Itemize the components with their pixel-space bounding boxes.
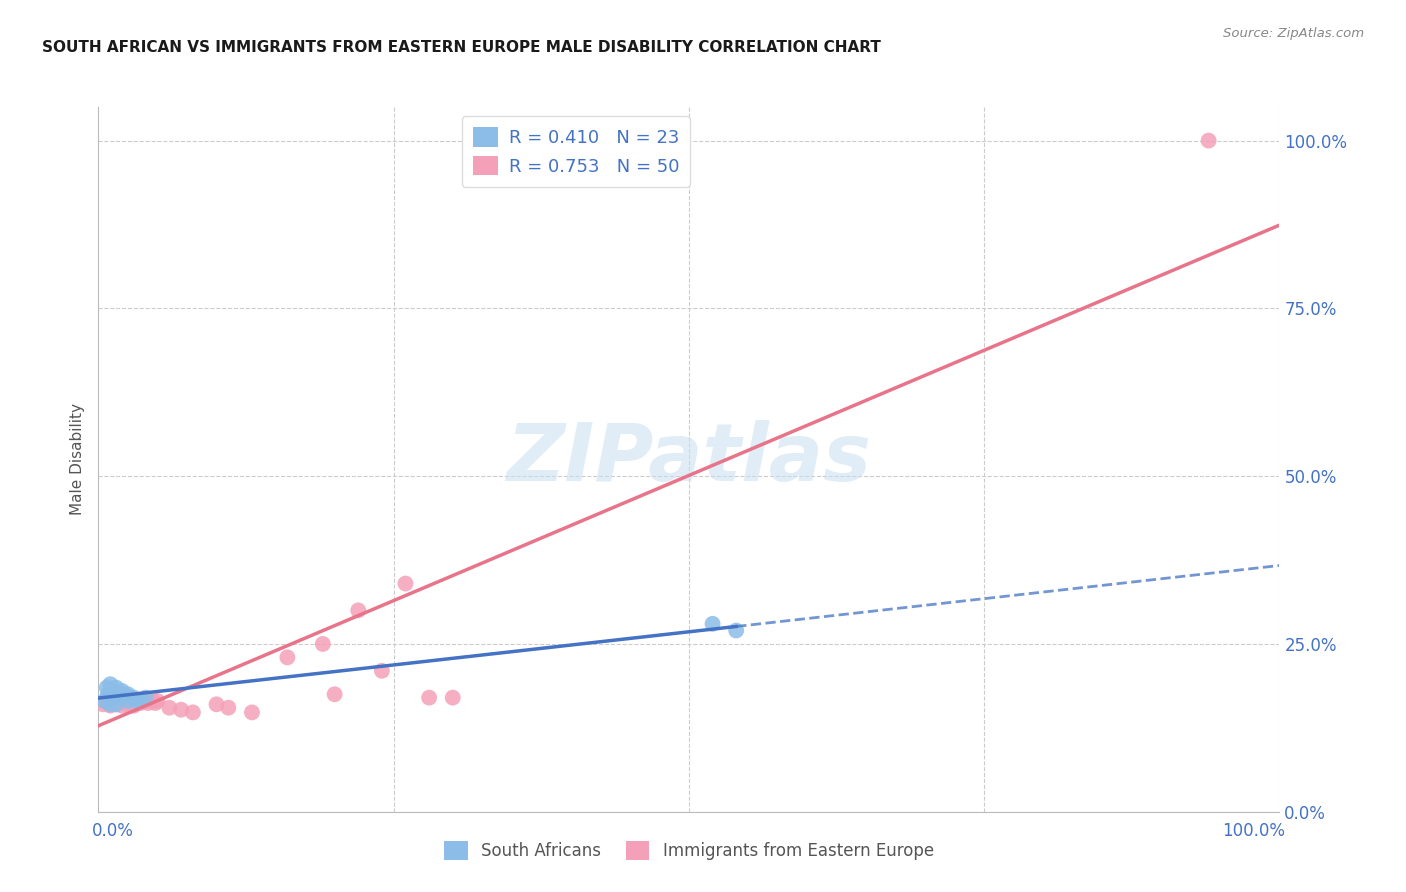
Point — [323, 687, 346, 701]
Point — [96, 692, 118, 706]
Point — [105, 698, 128, 712]
Point — [371, 664, 394, 678]
Point — [117, 694, 139, 708]
Point — [103, 687, 125, 701]
Point — [117, 687, 139, 701]
Point — [143, 696, 166, 710]
Point — [105, 698, 128, 712]
Point — [125, 694, 148, 708]
Point — [105, 692, 128, 706]
Point — [129, 696, 152, 710]
Point — [98, 694, 121, 708]
Point — [103, 690, 125, 705]
Y-axis label: Male Disability: Male Disability — [70, 403, 86, 516]
Point — [108, 687, 131, 701]
Point — [725, 624, 748, 638]
Point — [94, 694, 117, 708]
Point — [128, 694, 150, 708]
Text: 100.0%: 100.0% — [1222, 822, 1285, 840]
Point — [117, 698, 139, 712]
Text: 0.0%: 0.0% — [91, 822, 134, 840]
Point — [97, 687, 120, 701]
Point — [97, 696, 120, 710]
Point — [205, 698, 228, 712]
Point — [132, 692, 155, 706]
Point — [98, 690, 121, 705]
Point — [394, 576, 416, 591]
Point — [115, 694, 138, 708]
Text: Source: ZipAtlas.com: Source: ZipAtlas.com — [1223, 27, 1364, 40]
Point — [107, 694, 129, 708]
Point — [135, 690, 157, 705]
Point — [108, 696, 131, 710]
Point — [170, 703, 193, 717]
Point — [128, 694, 150, 708]
Point — [136, 696, 159, 710]
Point — [441, 690, 464, 705]
Point — [111, 690, 134, 705]
Point — [276, 650, 298, 665]
Point — [105, 694, 128, 708]
Point — [112, 687, 135, 701]
Point — [112, 695, 135, 709]
Point — [111, 694, 134, 708]
Point — [98, 698, 121, 713]
Point — [418, 690, 440, 705]
Point — [1198, 134, 1220, 148]
Point — [98, 677, 121, 691]
Point — [93, 694, 115, 708]
Text: ZIPatlas: ZIPatlas — [506, 420, 872, 499]
Point — [111, 684, 134, 698]
Point — [104, 694, 127, 708]
Point — [101, 695, 124, 709]
Point — [105, 687, 128, 701]
Point — [217, 700, 239, 714]
Point — [135, 694, 157, 708]
Point — [91, 698, 114, 712]
Point — [312, 637, 335, 651]
Point — [240, 706, 263, 720]
Point — [111, 698, 134, 713]
Point — [98, 698, 121, 712]
Point — [117, 692, 139, 706]
Point — [122, 698, 145, 713]
Point — [141, 692, 163, 706]
Point — [121, 692, 143, 706]
Point — [157, 700, 180, 714]
Point — [146, 694, 169, 708]
Point — [101, 684, 124, 698]
Legend: South Africans, Immigrants from Eastern Europe: South Africans, Immigrants from Eastern … — [437, 835, 941, 867]
Point — [122, 694, 145, 708]
Point — [181, 706, 204, 720]
Point — [118, 696, 141, 710]
Text: SOUTH AFRICAN VS IMMIGRANTS FROM EASTERN EUROPE MALE DISABILITY CORRELATION CHAR: SOUTH AFRICAN VS IMMIGRANTS FROM EASTERN… — [42, 40, 882, 55]
Point — [112, 690, 135, 705]
Point — [347, 603, 370, 617]
Point — [125, 695, 148, 709]
Point — [96, 681, 118, 695]
Point — [702, 616, 724, 631]
Point — [110, 692, 132, 706]
Point — [122, 690, 145, 705]
Point — [105, 681, 128, 695]
